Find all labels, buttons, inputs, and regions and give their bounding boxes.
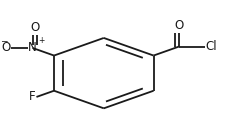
Text: O: O xyxy=(1,41,11,55)
Text: −: − xyxy=(0,36,8,46)
Text: +: + xyxy=(38,36,44,46)
Text: Cl: Cl xyxy=(205,40,216,53)
Text: N: N xyxy=(28,41,37,55)
Text: F: F xyxy=(29,90,35,104)
Text: O: O xyxy=(174,19,183,32)
Text: O: O xyxy=(30,21,39,34)
